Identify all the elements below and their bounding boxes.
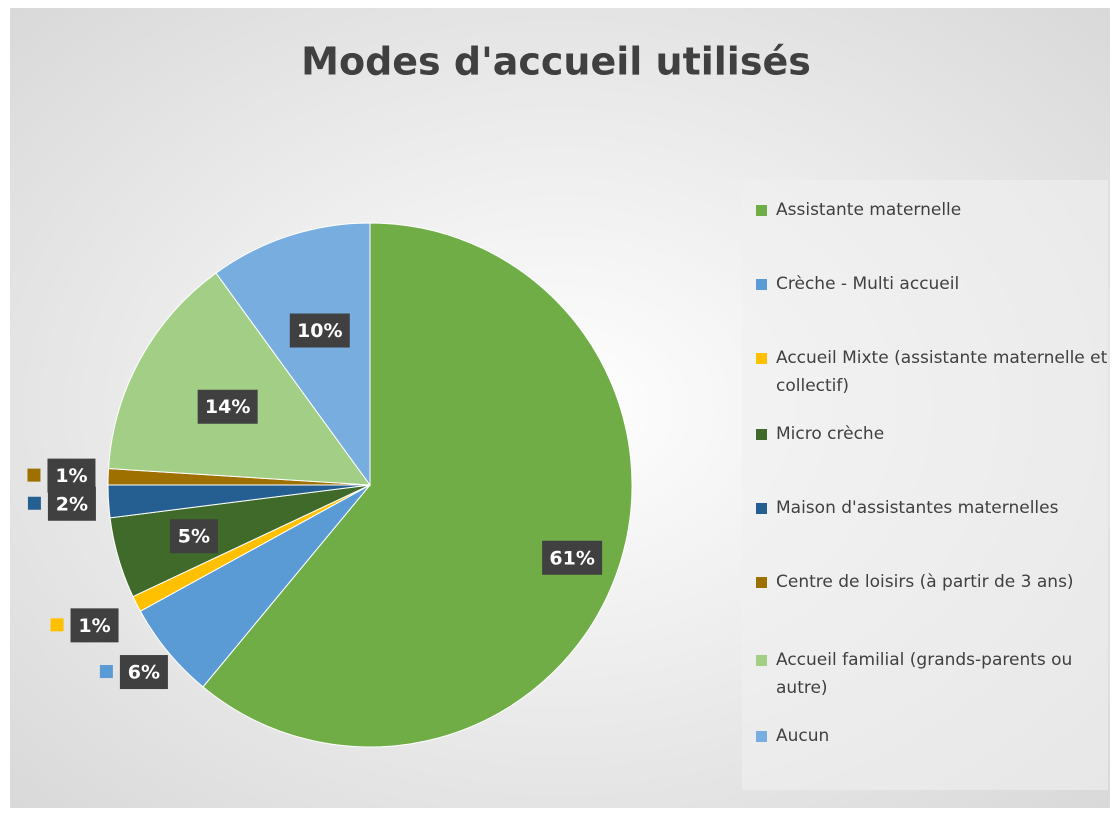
legend-swatch [756,205,767,216]
legend-item: Assistante maternelle [756,196,1120,224]
pie-slice [215,222,371,487]
legend-item: Centre de loisirs (à partir de 3 ans) [756,568,1120,596]
data-label: 61% [549,547,594,569]
legend-swatch [756,577,767,588]
chart-title: Modes d'accueil utilisés [301,40,811,84]
legend: Assistante maternelle Crèche - Multi accu… [742,180,1108,790]
legend-label: Accueil Mixte (assistante maternelle et … [776,348,1108,396]
legend-label: Accueil familial (grands-parents ou autr… [776,650,1073,698]
pie-slice [202,222,633,748]
data-label: 1% [55,465,87,487]
legend-swatch [756,279,767,290]
data-label-swatch [50,618,64,632]
legend-item: Crèche - Multi accueil [756,270,1120,298]
data-label-box [169,519,218,554]
legend-swatch [756,655,767,666]
legend-label: Aucun [776,726,830,746]
pie-slice [107,272,372,486]
legend-swatch [756,503,767,514]
data-label-box [70,608,119,643]
data-label-swatch [27,468,41,482]
legend-label: Maison d'assistantes maternelles [776,498,1059,518]
legend-item: Aucun [756,722,1120,750]
legend-swatch [756,731,767,742]
data-label-swatch [27,496,41,510]
data-label-box [542,540,603,575]
legend-item: Maison d'assistantes maternelles [756,494,1120,522]
legend-swatch [756,429,767,440]
data-label: 6% [128,662,160,684]
legend-label: Crèche - Multi accueil [776,274,960,294]
legend-label: Assistante maternelle [776,200,962,220]
data-label-box [119,655,168,690]
legend-item: Accueil Mixte (assistante maternelle et … [756,344,1120,400]
data-label: 1% [78,615,110,637]
legend-swatch [756,353,767,364]
data-label-box [289,313,350,348]
data-label-box [47,458,96,493]
legend-item: Micro crèche [756,420,1120,448]
data-label-swatch [99,665,113,679]
data-label: 5% [178,526,210,548]
data-label: 10% [297,320,342,342]
data-label-box [197,389,258,424]
data-label: 14% [205,396,250,418]
legend-label: Micro crèche [776,424,885,444]
legend-item: Accueil familial (grands-parents ou autr… [756,646,1120,702]
legend-label: Centre de loisirs (à partir de 3 ans) [776,572,1074,592]
data-label: 2% [56,493,88,515]
